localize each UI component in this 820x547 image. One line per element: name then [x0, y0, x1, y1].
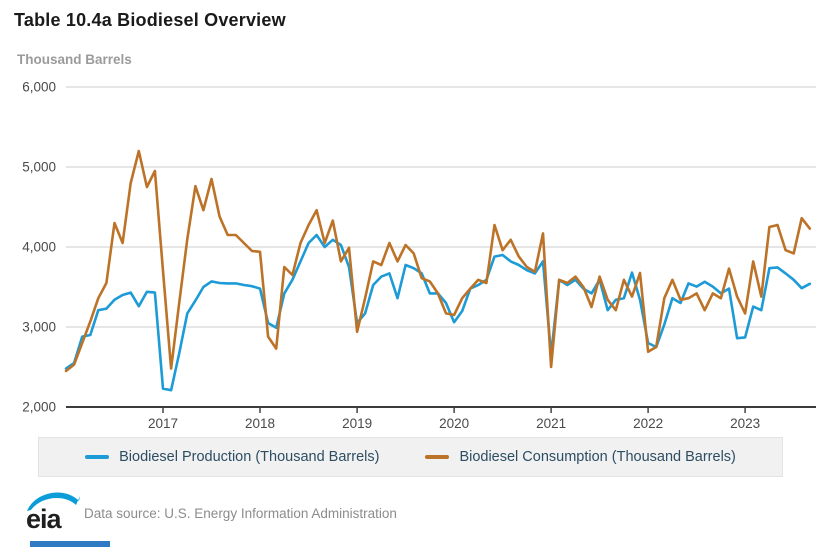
x-tick-label: 2022: [633, 416, 663, 431]
biodiesel-line-chart: 2,000 3,000 4,000 5,000 6,000 2017 2018 2019 202…: [22, 80, 816, 431]
consumption-line-swatch: [425, 455, 450, 459]
chart-legend: Biodiesel Production (Thousand Barrels) …: [38, 437, 783, 477]
eia-logo-text: eia: [26, 504, 63, 532]
x-tick-label: 2018: [245, 416, 275, 431]
x-tick-label: 2020: [439, 416, 469, 431]
y-axis-unit-label: Thousand Barrels: [17, 52, 132, 67]
eia-logo-swoosh-icon: [27, 492, 80, 511]
legend-consumption-label: Biodiesel Consumption (Thousand Barrels): [459, 449, 736, 465]
y-tick-label: 3,000: [22, 320, 56, 335]
eia-logo: eia: [26, 492, 80, 532]
x-tick-label: 2019: [342, 416, 372, 431]
data-source-text: Data source: U.S. Energy Information Adm…: [84, 506, 397, 521]
x-tick-label: 2023: [730, 416, 760, 431]
x-tick-label: 2021: [536, 416, 566, 431]
page-title: Table 10.4a Biodiesel Overview: [14, 10, 286, 30]
x-tick-label: 2017: [148, 416, 178, 431]
series-line: [64, 149, 812, 373]
y-tick-label: 4,000: [22, 240, 56, 255]
legend-item-consumption[interactable]: Biodiesel Consumption (Thousand Barrels): [425, 449, 736, 465]
legend-production-label: Biodiesel Production (Thousand Barrels): [119, 449, 380, 465]
y-tick-label: 6,000: [22, 80, 56, 95]
clipped-blue-element[interactable]: [30, 541, 110, 547]
y-tick-label: 2,000: [22, 400, 56, 415]
y-tick-label: 5,000: [22, 160, 56, 175]
production-line-swatch: [85, 455, 110, 459]
legend-item-production[interactable]: Biodiesel Production (Thousand Barrels): [85, 449, 379, 465]
